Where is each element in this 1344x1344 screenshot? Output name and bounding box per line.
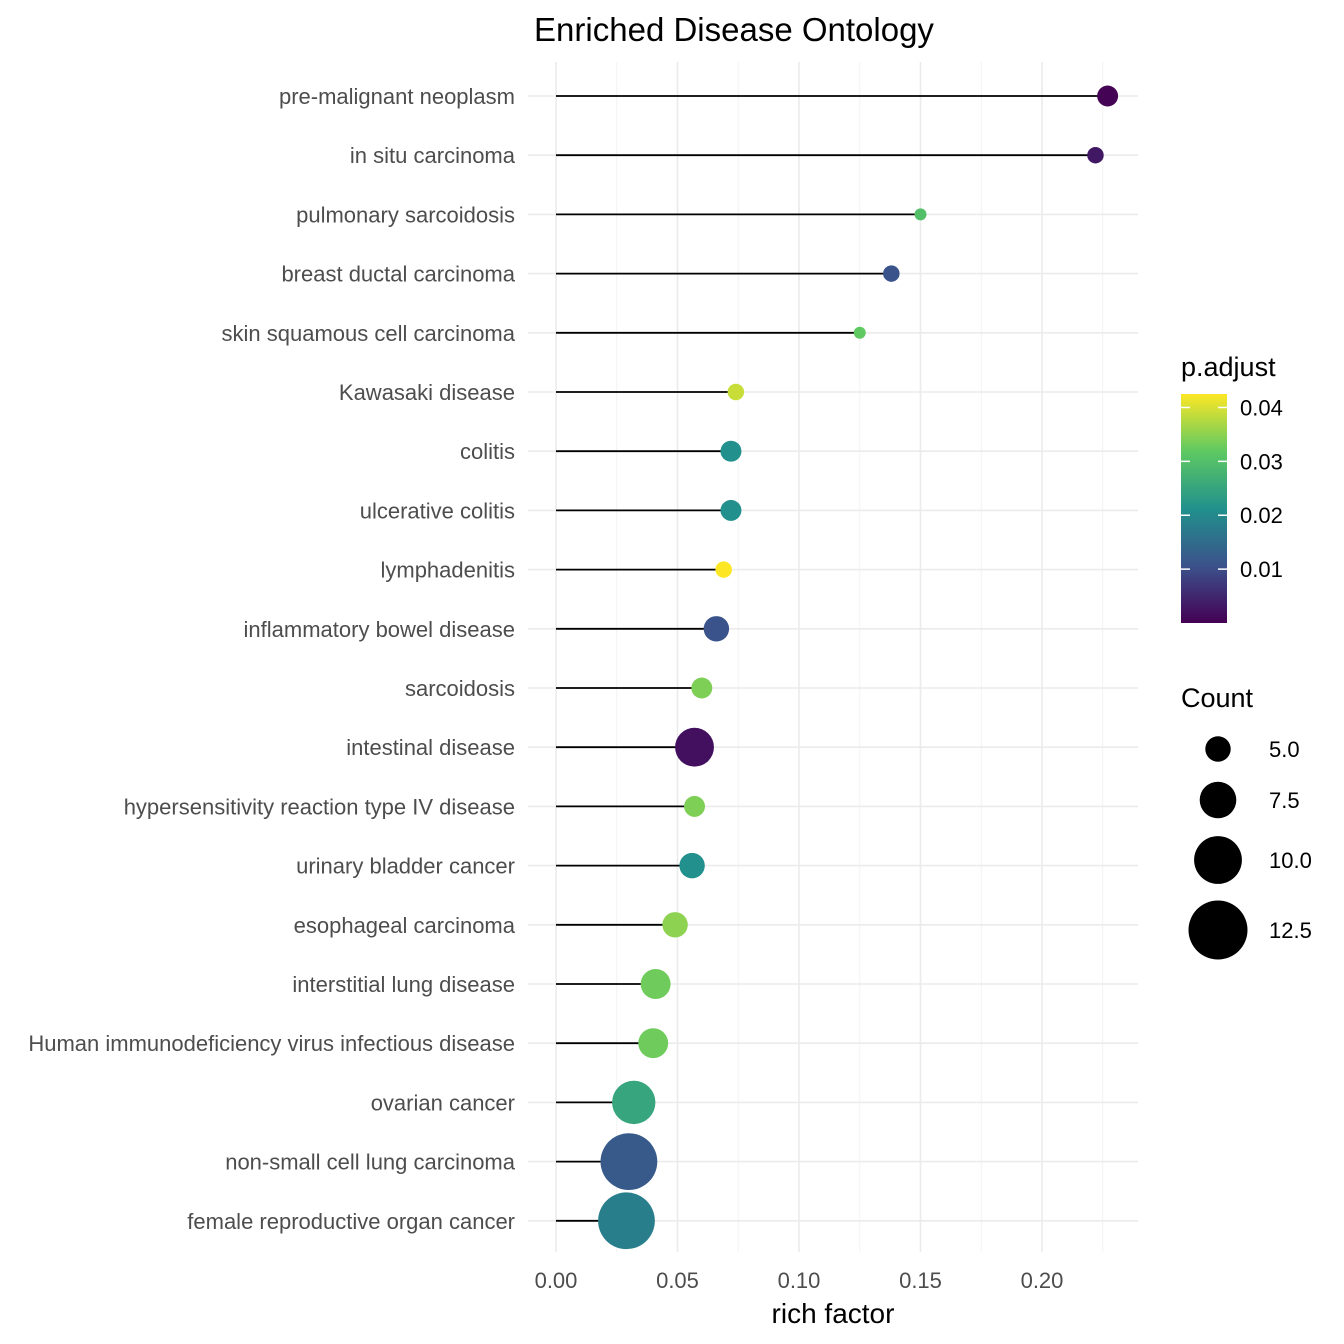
chart-title: Enriched Disease Ontology <box>534 11 934 48</box>
color-legend-label: 0.04 <box>1240 395 1283 420</box>
data-point <box>720 499 742 521</box>
data-point <box>662 912 688 938</box>
major-gridlines <box>528 62 1138 1252</box>
size-legend: Count 5.0 7.5 10.0 12.5 <box>1181 683 1312 960</box>
data-point <box>1087 146 1104 164</box>
category-label: colitis <box>460 439 515 464</box>
category-label: ulcerative colitis <box>360 498 515 523</box>
size-legend-symbol <box>1194 836 1242 884</box>
category-label: Human immunodeficiency virus infectious … <box>28 1031 515 1056</box>
size-legend-symbol <box>1205 736 1231 762</box>
category-label: hypersensitivity reaction type IV diseas… <box>124 794 515 819</box>
x-tick-label: 0.15 <box>899 1268 942 1293</box>
data-point <box>691 677 713 699</box>
x-tick-label: 0.00 <box>535 1268 578 1293</box>
x-axis-ticks: 0.00 0.05 0.10 0.15 0.20 <box>535 1268 1064 1293</box>
data-point <box>715 561 732 578</box>
data-point <box>727 383 745 401</box>
size-legend-symbol <box>1188 900 1248 960</box>
category-label: in situ carcinoma <box>350 143 516 168</box>
data-point <box>638 1028 669 1059</box>
x-tick-label: 0.05 <box>656 1268 699 1293</box>
x-tick-label: 0.20 <box>1021 1268 1064 1293</box>
color-legend: p.adjust 0.04 0.03 0.02 0.01 <box>1181 352 1283 623</box>
data-point <box>720 440 742 462</box>
size-legend-label: 12.5 <box>1269 918 1312 943</box>
lollipop-stems <box>556 95 1108 1222</box>
size-legend-symbol <box>1199 781 1237 819</box>
data-point <box>612 1080 656 1125</box>
data-point <box>684 795 705 817</box>
category-label: pulmonary sarcoidosis <box>296 202 515 227</box>
data-point <box>1097 85 1119 107</box>
category-label: female reproductive organ cancer <box>187 1209 515 1234</box>
x-axis-title: rich factor <box>772 1298 895 1329</box>
data-point <box>853 326 866 339</box>
color-legend-label: 0.01 <box>1240 557 1283 582</box>
color-legend-title: p.adjust <box>1181 352 1276 382</box>
size-legend-label: 5.0 <box>1269 737 1300 762</box>
color-legend-ticks: 0.04 0.03 0.02 0.01 <box>1181 395 1283 582</box>
category-label: esophageal carcinoma <box>294 913 516 938</box>
data-point <box>914 208 927 221</box>
color-legend-label: 0.02 <box>1240 503 1283 528</box>
category-label: interstitial lung disease <box>292 972 515 997</box>
category-labels: pre-malignant neoplasm in situ carcinoma p… <box>28 84 515 1234</box>
category-label: Kawasaki disease <box>339 380 515 405</box>
color-legend-bar <box>1181 394 1227 623</box>
size-legend-title: Count <box>1181 683 1254 713</box>
category-label: urinary bladder cancer <box>296 854 515 879</box>
data-point <box>883 265 900 282</box>
data-point <box>640 969 671 999</box>
data-point <box>600 1133 658 1190</box>
data-point <box>675 727 714 767</box>
category-label: sarcoidosis <box>405 676 515 701</box>
data-point <box>703 616 730 642</box>
size-legend-label: 7.5 <box>1269 788 1300 813</box>
category-label: lymphadenitis <box>380 558 515 583</box>
category-label: breast ductal carcinoma <box>281 262 515 287</box>
category-label: ovarian cancer <box>371 1090 515 1115</box>
category-label: intestinal disease <box>346 735 515 760</box>
color-legend-label: 0.03 <box>1240 449 1283 474</box>
category-label: pre-malignant neoplasm <box>279 84 515 109</box>
x-tick-label: 0.10 <box>778 1268 821 1293</box>
data-point <box>598 1192 655 1250</box>
category-label: non-small cell lung carcinoma <box>225 1150 516 1175</box>
category-label: inflammatory bowel disease <box>244 617 515 642</box>
minor-gridlines <box>616 62 1104 1252</box>
size-legend-items: 5.0 7.5 10.0 12.5 <box>1188 736 1312 960</box>
lollipop-points <box>598 85 1119 1250</box>
category-label: skin squamous cell carcinoma <box>222 321 516 346</box>
data-point <box>679 852 705 879</box>
size-legend-label: 10.0 <box>1269 848 1312 873</box>
